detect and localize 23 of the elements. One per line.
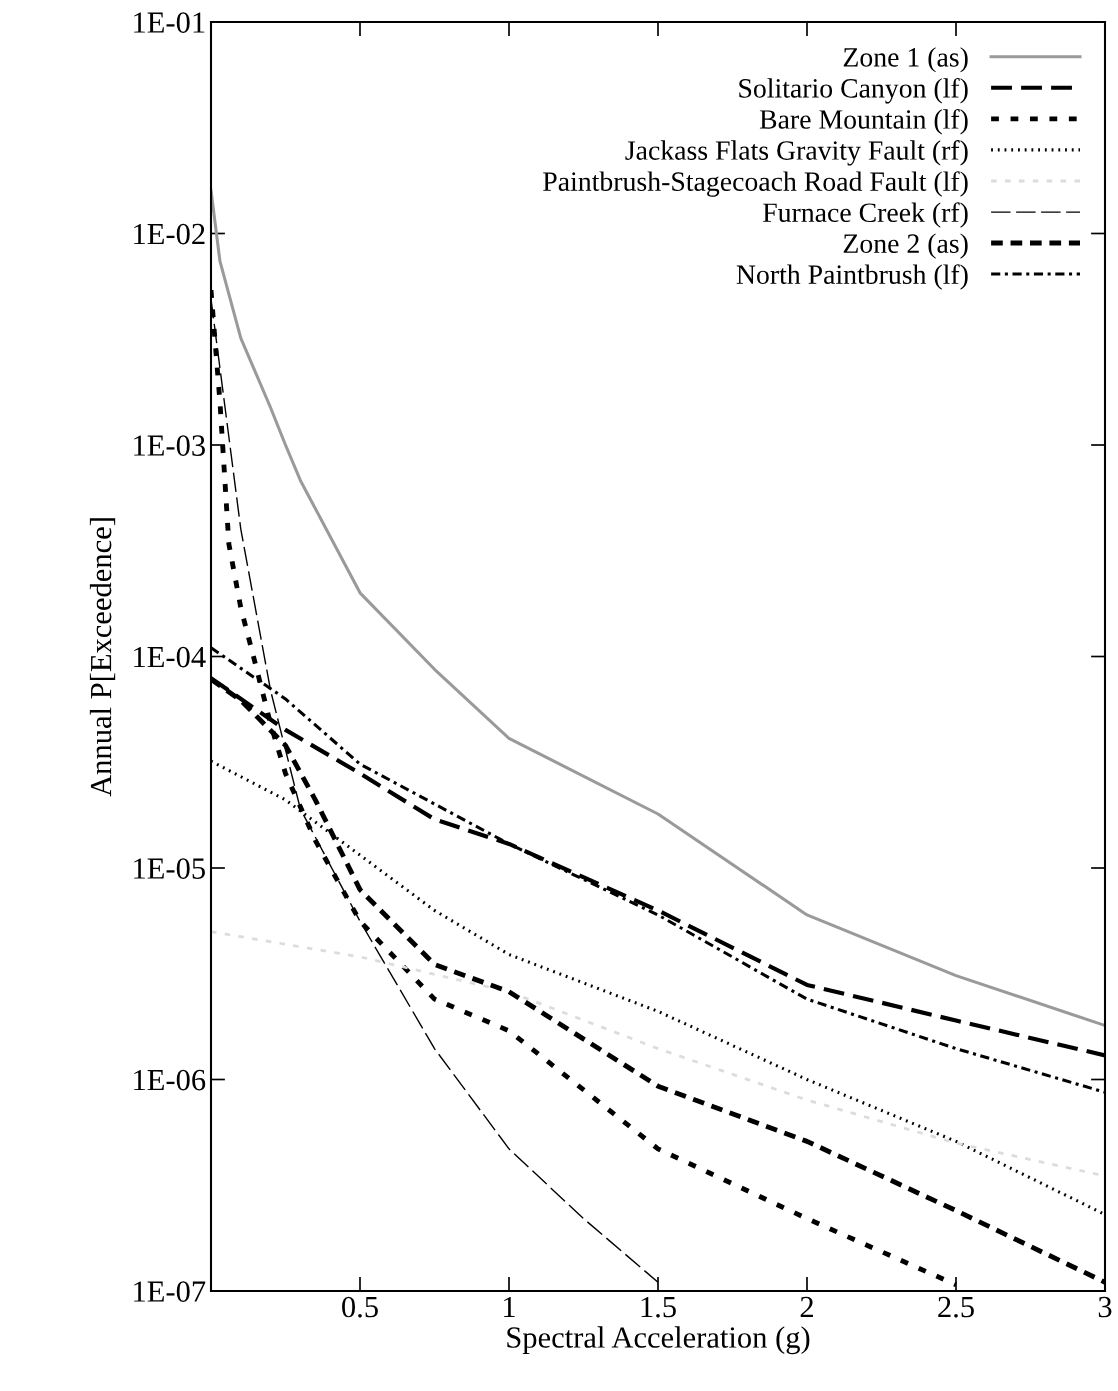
x-tick-label: 0.5 xyxy=(342,1296,378,1318)
x-tick-label: 3 xyxy=(1098,1296,1112,1318)
legend-label: North Paintbrush (lf) xyxy=(736,264,968,290)
x-tick-label: 1 xyxy=(504,1296,515,1318)
y-tick-label: 1E-03 xyxy=(134,435,205,456)
legend-label: Bare Mountain (lf) xyxy=(759,109,968,135)
y-tick-label: 1E-01 xyxy=(134,12,205,33)
legend-label: Zone 2 (as) xyxy=(843,233,968,259)
legend-label: Furnace Creek (rf) xyxy=(763,202,968,228)
x-tick-label: 1.5 xyxy=(641,1296,676,1318)
y-tick-label: 1E-04 xyxy=(134,646,206,668)
y-tick-label: 1E-02 xyxy=(134,223,205,245)
y-tick-label: 1E-07 xyxy=(134,1281,206,1302)
y-tick-label: 1E-06 xyxy=(134,1069,206,1091)
y-axis-title: Annual P[Exceedence] xyxy=(89,518,116,797)
x-axis-title: Spectral Acceleration (g) xyxy=(507,1326,810,1355)
x-tick-label: 2 xyxy=(800,1296,813,1318)
legend-label: Zone 1 (as) xyxy=(843,47,968,73)
x-tick-label: 2.5 xyxy=(938,1296,974,1318)
legend-label: Jackass Flats Gravity Fault (rf) xyxy=(625,140,968,166)
legend-label: Paintbrush-Stagecoach Road Fault (lf) xyxy=(543,171,968,197)
y-tick-label: 1E-05 xyxy=(134,858,205,879)
legend-label: Solitario Canyon (lf) xyxy=(739,77,968,104)
